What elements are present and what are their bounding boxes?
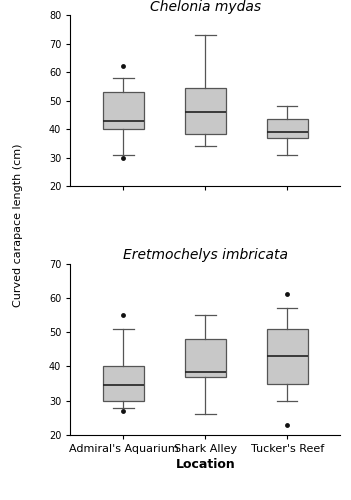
PathPatch shape [267,120,308,138]
PathPatch shape [185,88,226,134]
PathPatch shape [267,328,308,384]
PathPatch shape [185,339,226,376]
PathPatch shape [103,366,144,400]
PathPatch shape [103,92,144,130]
Title: Chelonia mydas: Chelonia mydas [150,0,261,14]
X-axis label: Location: Location [176,458,235,471]
Text: Curved carapace length (cm): Curved carapace length (cm) [13,143,22,306]
Title: Eretmochelys imbricata: Eretmochelys imbricata [123,248,288,262]
